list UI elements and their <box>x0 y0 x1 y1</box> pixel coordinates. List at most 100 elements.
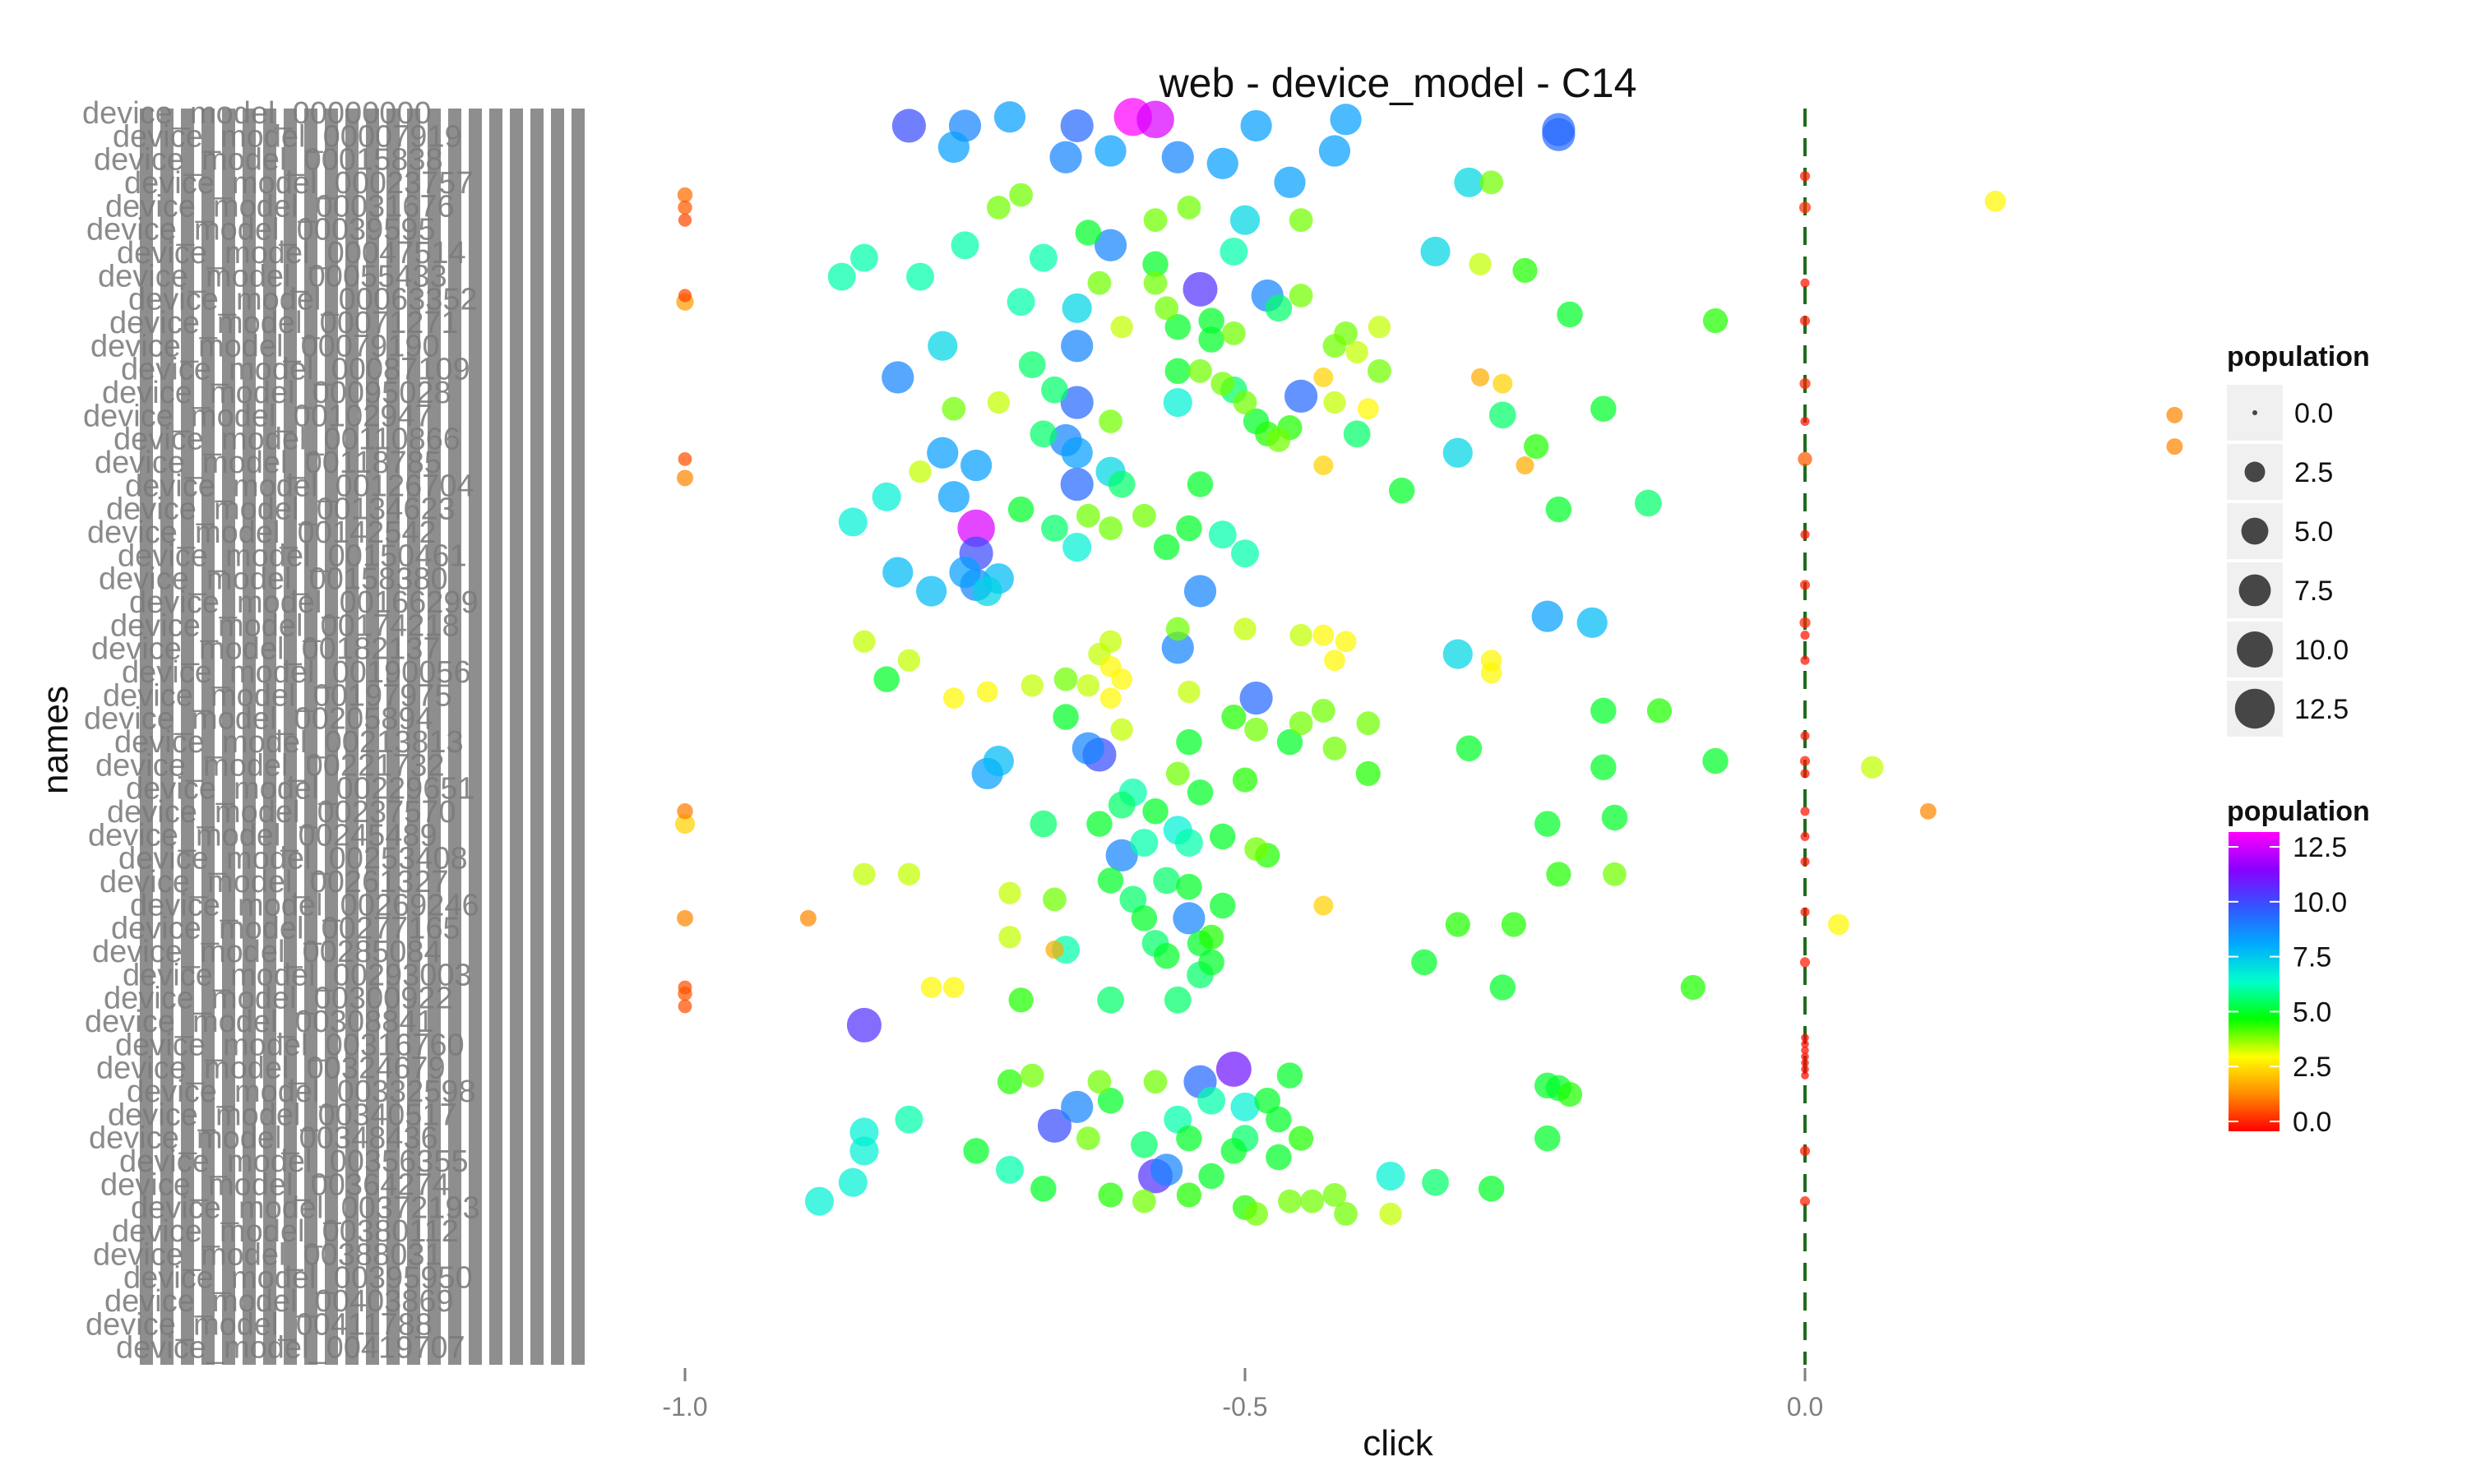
data-point <box>1008 987 1034 1013</box>
data-point <box>1512 257 1538 283</box>
data-point <box>1049 141 1082 173</box>
x-tick-label: -1.0 <box>662 1392 707 1422</box>
data-point <box>1800 278 1810 288</box>
data-point <box>928 331 958 361</box>
data-point <box>1335 631 1357 653</box>
data-point <box>853 862 876 885</box>
chart-title: web - device_model - C14 <box>1159 60 1637 106</box>
data-point <box>1037 1108 1072 1143</box>
data-point <box>1454 167 1484 197</box>
data-point <box>1165 761 1190 786</box>
size-legend-key <box>2241 517 2269 545</box>
size-legend-label: 0.0 <box>2294 398 2333 429</box>
y-tick-label-overlap-block <box>407 109 420 1365</box>
data-point <box>1041 376 1068 404</box>
data-point <box>1188 358 1212 383</box>
data-point <box>1388 477 1415 504</box>
data-point <box>1376 1161 1405 1191</box>
y-tick-label-overlap-block <box>572 109 585 1365</box>
data-point <box>1800 769 1810 779</box>
data-point <box>849 243 878 272</box>
data-point <box>1799 756 1811 766</box>
data-point <box>1165 617 1190 641</box>
data-point <box>853 630 876 653</box>
size-legend-label: 7.5 <box>2294 576 2333 607</box>
data-point <box>1105 839 1138 871</box>
data-point <box>1800 831 1810 841</box>
data-point <box>1345 340 1368 364</box>
y-tick-label-overlap-block <box>243 109 256 1365</box>
y-tick-label-overlap-block <box>551 109 564 1365</box>
y-tick-label-overlap-block <box>530 109 544 1365</box>
data-point <box>1142 251 1169 277</box>
data-point <box>1150 1153 1183 1186</box>
y-tick-label-overlap-block <box>263 109 276 1365</box>
x-axis-title: click <box>1363 1423 1434 1463</box>
data-point <box>1800 907 1810 917</box>
data-point <box>1278 1189 1302 1214</box>
data-point <box>963 1138 989 1164</box>
data-point <box>1368 358 1391 383</box>
data-point <box>1800 416 1810 427</box>
data-point <box>1087 270 1112 295</box>
data-point <box>1132 503 1156 528</box>
data-point <box>1007 496 1034 523</box>
data-point <box>1183 575 1217 608</box>
data-point <box>1330 104 1362 136</box>
data-point <box>1210 372 1235 395</box>
data-point <box>1099 687 1122 709</box>
data-point <box>1322 1183 1347 1207</box>
data-point <box>1265 294 1293 322</box>
data-point <box>1800 631 1810 640</box>
data-point <box>838 507 868 537</box>
data-point <box>1221 704 1247 730</box>
data-point <box>1176 1125 1202 1152</box>
data-point <box>1239 682 1273 715</box>
data-point <box>1274 166 1306 198</box>
x-tick-label: 0.0 <box>1787 1392 1823 1422</box>
data-point <box>1087 1070 1112 1094</box>
data-point <box>1075 220 1102 246</box>
data-point <box>1097 867 1124 894</box>
data-point <box>1155 296 1179 321</box>
data-point <box>1221 321 1246 345</box>
data-point <box>1323 391 1346 414</box>
data-point <box>1097 986 1124 1014</box>
data-point <box>1800 857 1810 867</box>
data-point <box>1061 330 1094 363</box>
data-point <box>972 576 1002 607</box>
data-point <box>1646 698 1673 724</box>
y-tick-label-overlap-block <box>140 109 153 1365</box>
data-point <box>1130 829 1159 858</box>
data-point <box>1420 236 1451 267</box>
data-point <box>1801 1033 1809 1042</box>
data-point <box>1062 293 1092 323</box>
data-point <box>897 649 921 672</box>
data-point <box>1153 943 1180 969</box>
data-point <box>996 1155 1024 1184</box>
data-point <box>674 814 696 834</box>
data-point <box>1493 373 1513 394</box>
data-point <box>1799 377 1811 390</box>
y-tick-label-overlap-block <box>304 109 317 1365</box>
data-point <box>916 576 947 607</box>
data-point <box>1379 1202 1402 1226</box>
data-point <box>1018 351 1046 379</box>
color-legend-label: 2.5 <box>2293 1052 2331 1083</box>
data-point <box>1110 316 1133 339</box>
data-point <box>1187 471 1214 497</box>
data-point <box>873 666 900 692</box>
data-point <box>1030 1176 1057 1202</box>
data-point <box>906 262 934 291</box>
data-point <box>1534 811 1561 837</box>
data-point <box>1045 941 1064 959</box>
data-point <box>678 451 692 466</box>
data-point <box>1800 655 1810 665</box>
data-point <box>1534 1125 1561 1152</box>
data-point <box>1557 1081 1583 1107</box>
data-point <box>1153 534 1180 561</box>
data-point <box>1142 798 1169 825</box>
data-point <box>1799 617 1811 628</box>
